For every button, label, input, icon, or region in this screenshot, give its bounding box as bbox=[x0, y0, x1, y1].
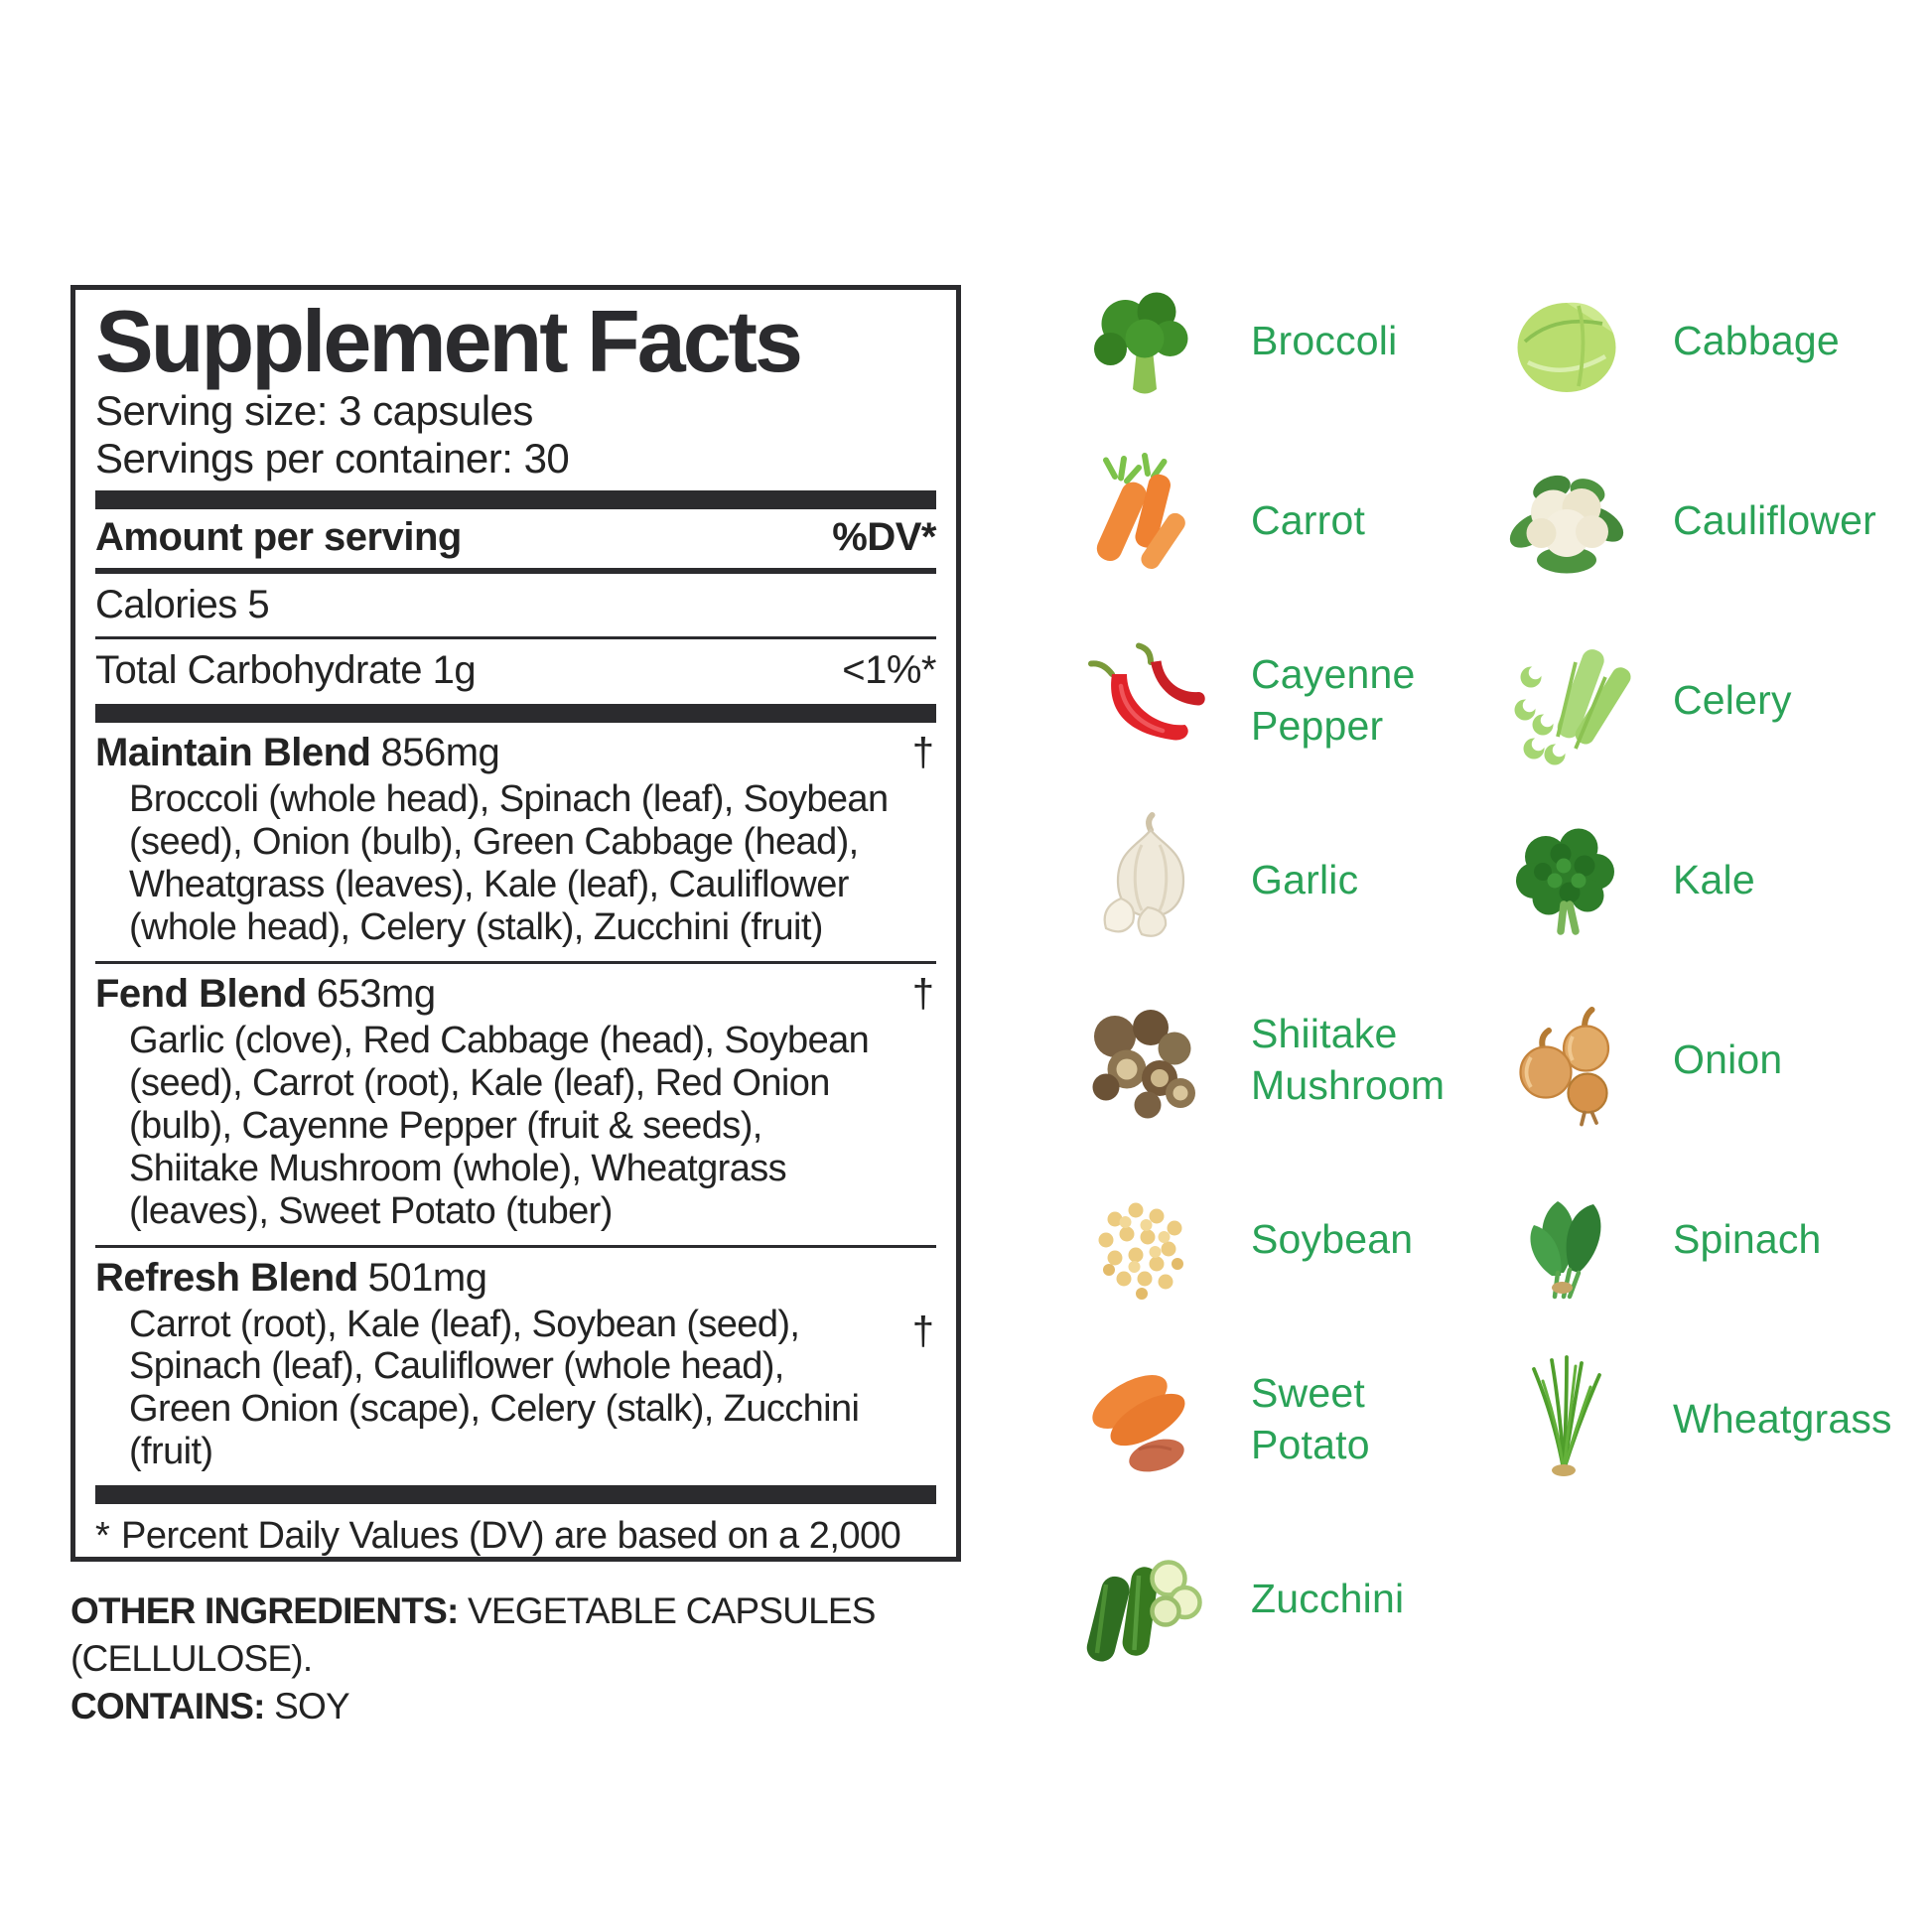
spinach-icon bbox=[1489, 1163, 1643, 1316]
blend-name: Maintain Blend bbox=[95, 731, 371, 775]
veg-label: Shiitake Mushroom bbox=[1251, 1011, 1446, 1108]
contains-line: CONTAINS: SOY bbox=[70, 1683, 1043, 1730]
onion-icon bbox=[1489, 983, 1643, 1137]
carbohydrate-row: Total Carbohydrate 1g <1%* bbox=[95, 639, 936, 704]
other-ingredients-value: VEGETABLE CAPSULES (CELLULOSE). bbox=[70, 1590, 876, 1680]
divider-bar bbox=[95, 704, 936, 724]
blend-amount: 501mg bbox=[367, 1255, 487, 1300]
serving-size: Serving size: 3 capsules bbox=[95, 386, 533, 434]
veg-item-garlic: Garlic bbox=[1067, 790, 1489, 970]
other-ingredients-line: OTHER INGREDIENTS: VEGETABLE CAPSULES (C… bbox=[70, 1587, 1043, 1683]
amount-per-serving-label: Amount per serving bbox=[95, 515, 462, 560]
blend-header: Fend Blend 653mg bbox=[95, 972, 936, 1016]
cayenne-pepper-icon bbox=[1067, 623, 1221, 777]
veg-label: Wheatgrass bbox=[1673, 1395, 1892, 1442]
veg-label: Kale bbox=[1673, 856, 1755, 902]
dagger-symbol: † bbox=[911, 731, 934, 775]
veg-item-sweet-potato: Sweet Potato bbox=[1067, 1329, 1489, 1509]
panel-title: Supplement Facts bbox=[95, 292, 803, 390]
blend-amount: 856mg bbox=[380, 731, 500, 775]
cabbage-icon bbox=[1489, 264, 1643, 418]
veg-item-carrot: Carrot bbox=[1067, 431, 1489, 611]
veg-label: Cabbage bbox=[1673, 317, 1840, 363]
veg-item-cabbage: Cabbage bbox=[1489, 251, 1911, 431]
blend-amount: 653mg bbox=[316, 971, 436, 1016]
blend-header: Maintain Blend 856mg bbox=[95, 731, 936, 774]
veg-label: Broccoli bbox=[1251, 317, 1398, 363]
footnotes: * Percent Daily Values (DV) are based on… bbox=[95, 1514, 936, 1558]
veg-item-kale: Kale bbox=[1489, 790, 1911, 970]
maintain-blend-section: Maintain Blend 856mg † Broccoli (whole he… bbox=[95, 723, 936, 964]
contains-label: CONTAINS: bbox=[70, 1686, 265, 1727]
veg-label: Onion bbox=[1673, 1035, 1783, 1082]
veg-label: Cauliflower bbox=[1673, 496, 1876, 543]
veg-item-shiitake-mushroom: Shiitake Mushroom bbox=[1067, 970, 1489, 1150]
cauliflower-icon bbox=[1489, 444, 1643, 598]
veg-item-cauliflower: Cauliflower bbox=[1489, 431, 1911, 611]
wheatgrass-icon bbox=[1489, 1342, 1643, 1496]
veg-label: Sweet Potato bbox=[1251, 1370, 1370, 1467]
blend-ingredients: Broccoli (whole head), Spinach (leaf), S… bbox=[129, 778, 889, 948]
veg-label: Spinach bbox=[1673, 1215, 1822, 1262]
kale-icon bbox=[1489, 803, 1643, 957]
refresh-blend-section: Refresh Blend 501mg † Carrot (root), Kale… bbox=[95, 1248, 936, 1486]
shiitake-mushroom-icon bbox=[1067, 983, 1221, 1137]
other-ingredients-label: OTHER INGREDIENTS: bbox=[70, 1590, 459, 1631]
asterisk-marker: * bbox=[95, 1515, 110, 1558]
veg-label: Garlic bbox=[1251, 856, 1359, 902]
carbohydrate-value: Total Carbohydrate 1g bbox=[95, 648, 477, 693]
veg-label: Cayenne Pepper bbox=[1251, 651, 1416, 749]
veg-label: Zucchini bbox=[1251, 1575, 1405, 1621]
contains-value: SOY bbox=[274, 1686, 350, 1727]
veg-label: Celery bbox=[1673, 676, 1792, 723]
calories-row: Calories 5 bbox=[95, 574, 936, 640]
fend-blend-section: Fend Blend 653mg † Garlic (clove), Red Ca… bbox=[95, 964, 936, 1248]
footnote-text: Percent Daily Values (DV) are based on a… bbox=[121, 1515, 901, 1558]
veg-item-cayenne-pepper: Cayenne Pepper bbox=[1067, 611, 1489, 790]
dagger-symbol: † bbox=[911, 971, 934, 1016]
amount-per-serving-row: Amount per serving %DV* bbox=[95, 509, 936, 575]
veg-item-wheatgrass: Wheatgrass bbox=[1489, 1329, 1911, 1509]
dagger-symbol: † bbox=[911, 1309, 934, 1353]
blend-header: Refresh Blend 501mg bbox=[95, 1256, 936, 1300]
supplement-facts-panel: Supplement Facts Serving size: 3 capsule… bbox=[70, 285, 961, 1562]
veg-label: Soybean bbox=[1251, 1215, 1414, 1262]
divider-bar bbox=[95, 490, 936, 510]
carbohydrate-dv: <1%* bbox=[842, 648, 936, 693]
veg-item-onion: Onion bbox=[1489, 970, 1911, 1150]
blend-name: Refresh Blend bbox=[95, 1255, 358, 1300]
veg-label: Carrot bbox=[1251, 496, 1366, 543]
dv-header: %DV* bbox=[832, 515, 936, 560]
veg-item-broccoli: Broccoli bbox=[1067, 251, 1489, 431]
veg-item-spinach: Spinach bbox=[1489, 1150, 1911, 1329]
calories-value: Calories 5 bbox=[95, 583, 270, 627]
veg-item-soybean: Soybean bbox=[1067, 1150, 1489, 1329]
other-ingredients-block: OTHER INGREDIENTS: VEGETABLE CAPSULES (C… bbox=[70, 1587, 1043, 1730]
blend-name: Fend Blend bbox=[95, 971, 307, 1016]
veg-item-zucchini: Zucchini bbox=[1067, 1509, 1489, 1689]
divider-bar bbox=[95, 1485, 936, 1505]
celery-icon bbox=[1489, 623, 1643, 777]
sweet-potato-icon bbox=[1067, 1342, 1221, 1496]
blend-ingredients: Garlic (clove), Red Cabbage (head), Soyb… bbox=[129, 1019, 870, 1232]
garlic-icon bbox=[1067, 803, 1221, 957]
footnote-dv: * Percent Daily Values (DV) are based on… bbox=[95, 1514, 936, 1558]
servings-per-container: Servings per container: 30 bbox=[95, 434, 570, 482]
blend-ingredients: Carrot (root), Kale (leaf), Soybean (see… bbox=[129, 1303, 860, 1473]
veg-item-celery: Celery bbox=[1489, 611, 1911, 790]
vegetable-grid: Broccoli Cabbage Carrot Cauliflower Caye… bbox=[1067, 251, 1911, 1689]
broccoli-icon bbox=[1067, 264, 1221, 418]
zucchini-icon bbox=[1067, 1522, 1221, 1676]
carrot-icon bbox=[1067, 444, 1221, 598]
soybean-icon bbox=[1067, 1163, 1221, 1316]
